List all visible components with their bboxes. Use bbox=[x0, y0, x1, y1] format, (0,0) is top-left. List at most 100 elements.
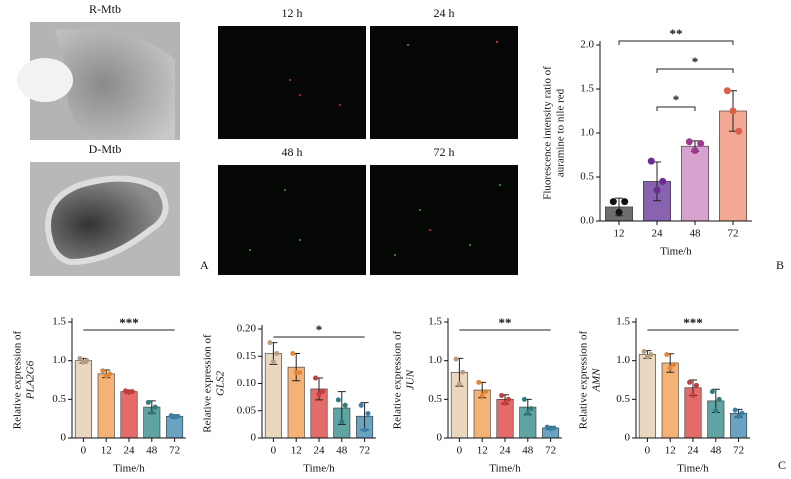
significance-bracket bbox=[618, 40, 734, 45]
data-point bbox=[335, 397, 341, 403]
data-point bbox=[621, 198, 629, 206]
data-point bbox=[693, 382, 699, 388]
data-point bbox=[697, 140, 705, 148]
y-axis-gene: JUN bbox=[405, 369, 417, 390]
significance-label: *** bbox=[683, 315, 703, 330]
data-point bbox=[297, 370, 303, 376]
data-point bbox=[609, 198, 617, 206]
data-point bbox=[723, 87, 731, 95]
axes bbox=[635, 318, 750, 439]
bar bbox=[264, 353, 282, 439]
x-tick-label: 12 bbox=[291, 445, 302, 457]
y-tick-label: 0.5 bbox=[580, 171, 594, 183]
y-tick-label: 0.05 bbox=[237, 404, 257, 416]
significance-label: ** bbox=[670, 26, 683, 41]
axes bbox=[447, 318, 562, 439]
x-tick-label: 24 bbox=[500, 445, 512, 457]
data-point bbox=[453, 356, 459, 362]
y-axis-label: Fluorescence intensity ratio of bbox=[542, 66, 554, 200]
data-point bbox=[342, 402, 348, 408]
x-tick-label: 48 bbox=[146, 445, 158, 457]
data-point bbox=[687, 379, 693, 385]
image-label: 72 h bbox=[434, 145, 455, 159]
axes bbox=[261, 325, 376, 439]
data-point bbox=[149, 409, 155, 415]
bar bbox=[97, 373, 115, 439]
data-point bbox=[502, 400, 508, 406]
y-tick-label: 1.5 bbox=[580, 83, 594, 95]
x-tick-label: 48 bbox=[710, 445, 722, 457]
data-point bbox=[290, 351, 296, 357]
y-tick-label: 2.0 bbox=[580, 39, 594, 51]
x-tick-label: 24 bbox=[124, 445, 136, 457]
bar bbox=[120, 391, 138, 439]
y-axis-gene: PLA2G6 bbox=[25, 360, 37, 400]
data-point bbox=[175, 413, 181, 419]
data-point bbox=[100, 368, 106, 374]
y-tick-label: 0.10 bbox=[237, 377, 257, 389]
data-point bbox=[521, 396, 527, 402]
axes bbox=[71, 318, 186, 439]
y-tick-label: 0 bbox=[437, 432, 443, 444]
x-tick-label: 24 bbox=[688, 445, 700, 457]
data-point bbox=[483, 389, 489, 395]
data-point bbox=[648, 351, 654, 357]
data-point bbox=[339, 419, 345, 425]
data-point bbox=[362, 427, 368, 433]
x-axis-label: Time/h bbox=[677, 463, 709, 475]
significance-label: *** bbox=[119, 315, 139, 330]
x-axis-label: Time/h bbox=[113, 463, 145, 475]
data-point bbox=[270, 359, 276, 365]
axes bbox=[599, 41, 752, 222]
data-point bbox=[729, 107, 737, 115]
bar bbox=[638, 354, 656, 439]
data-point bbox=[365, 410, 371, 416]
panel-label: A bbox=[200, 258, 209, 272]
panel-label: B bbox=[776, 258, 784, 272]
image-label: 48 h bbox=[282, 145, 303, 159]
x-tick-label: 0 bbox=[457, 445, 463, 457]
x-tick-label: 0 bbox=[645, 445, 651, 457]
x-tick-label: 0 bbox=[81, 445, 87, 457]
y-tick-label: 0.0 bbox=[580, 215, 594, 227]
data-point bbox=[671, 362, 677, 368]
image-label: D-Mtb bbox=[89, 142, 122, 156]
bar bbox=[661, 362, 679, 439]
image-label: 12 h bbox=[282, 6, 303, 20]
y-axis-label: auramine to nile red bbox=[555, 88, 567, 177]
data-point bbox=[499, 392, 505, 398]
data-point bbox=[152, 404, 158, 410]
x-tick-label: 12 bbox=[614, 228, 625, 240]
data-point bbox=[129, 389, 135, 395]
data-point bbox=[313, 375, 319, 381]
x-tick-label: 72 bbox=[169, 445, 180, 457]
x-tick-label: 72 bbox=[733, 445, 744, 457]
y-tick-label: 0 bbox=[251, 432, 257, 444]
y-tick-label: 1.5 bbox=[52, 316, 66, 328]
fluorescence-images bbox=[218, 26, 518, 275]
error-bar bbox=[337, 391, 346, 425]
x-tick-label: 48 bbox=[522, 445, 534, 457]
x-axis-label: Time/h bbox=[303, 463, 335, 475]
data-point bbox=[319, 389, 325, 395]
data-point bbox=[691, 147, 699, 155]
x-tick-label: 12 bbox=[477, 445, 488, 457]
x-tick-label: 48 bbox=[336, 445, 348, 457]
data-point bbox=[293, 370, 299, 376]
x-tick-label: 24 bbox=[314, 445, 326, 457]
data-point bbox=[145, 399, 151, 405]
data-point bbox=[528, 406, 534, 412]
data-point bbox=[476, 379, 482, 385]
y-tick-label: 0.5 bbox=[52, 393, 66, 405]
data-point bbox=[735, 127, 743, 135]
y-axis-label: Relative expression of bbox=[202, 334, 214, 433]
data-point bbox=[316, 391, 322, 397]
x-tick-label: 48 bbox=[690, 228, 702, 240]
data-point bbox=[739, 410, 745, 416]
x-tick-label: 12 bbox=[101, 445, 112, 457]
data-point bbox=[456, 381, 462, 387]
image-label: 24 h bbox=[434, 6, 455, 20]
data-point bbox=[274, 351, 280, 357]
x-tick-label: 0 bbox=[271, 445, 277, 457]
